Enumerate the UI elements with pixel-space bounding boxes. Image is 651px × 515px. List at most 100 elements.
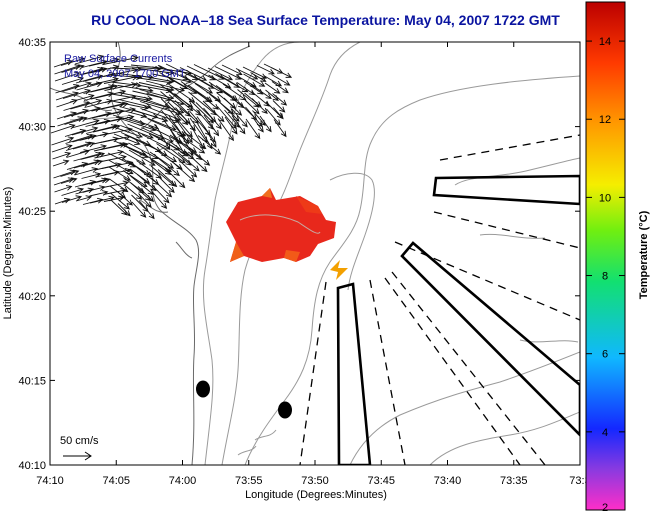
current-vector <box>271 81 289 94</box>
current-vector <box>204 126 217 148</box>
current-vector <box>74 54 105 65</box>
colorbar-tick-label: 6 <box>602 349 608 361</box>
current-vector <box>92 124 121 133</box>
current-vector <box>103 195 125 202</box>
current-vector <box>52 159 70 167</box>
current-vector <box>177 152 200 172</box>
current-vector <box>75 74 104 84</box>
current-vector <box>71 118 100 129</box>
current-vector <box>273 107 284 120</box>
current-vector <box>256 65 275 75</box>
current-vector <box>103 74 139 84</box>
current-vector <box>250 84 272 100</box>
y-tick-label: 40:20 <box>18 291 46 303</box>
current-vector <box>179 67 208 81</box>
current-vector <box>74 167 99 176</box>
current-vector <box>130 175 154 195</box>
current-vector <box>94 149 124 159</box>
current-vector <box>76 81 103 91</box>
current-vector <box>177 140 203 161</box>
current-vector <box>207 67 234 81</box>
current-vector <box>54 197 71 205</box>
x-tick-label: 74:05 <box>102 475 130 487</box>
shipping-lanes-solid <box>336 174 580 465</box>
current-vector <box>252 117 264 133</box>
current-vector <box>73 159 101 169</box>
current-vector <box>79 131 109 141</box>
current-vector <box>55 91 79 101</box>
current-vector <box>61 76 85 85</box>
current-vector <box>100 142 129 150</box>
current-vector <box>101 160 134 169</box>
current-vector <box>145 80 186 93</box>
current-vector <box>102 55 139 65</box>
current-vector <box>160 98 189 126</box>
current-vector <box>224 116 238 135</box>
current-vector <box>270 67 293 78</box>
current-vector <box>98 101 129 110</box>
x-tick-label: 73:50 <box>301 475 329 487</box>
current-vector <box>214 66 242 80</box>
current-vector <box>63 101 91 111</box>
current-vector <box>138 193 152 208</box>
current-vector <box>89 64 120 74</box>
current-vector <box>61 64 85 73</box>
current-vector <box>79 144 107 153</box>
current-vector <box>203 107 222 130</box>
x-axis-label: Longitude (Degrees:Minutes) <box>245 489 387 501</box>
current-vector <box>65 141 92 151</box>
current-vector <box>197 135 222 155</box>
current-vector <box>223 97 243 116</box>
current-vector <box>60 57 86 66</box>
current-vector <box>157 157 180 177</box>
current-vector <box>103 188 127 195</box>
current-vector <box>184 150 208 173</box>
current-vector <box>50 123 76 134</box>
current-vector <box>215 73 241 88</box>
scale-label: 50 cm/s <box>60 435 99 447</box>
current-vector <box>202 100 225 123</box>
current-vector <box>54 185 73 193</box>
colorbar-label: Temperature (°C) <box>638 210 650 299</box>
current-vector <box>82 71 116 82</box>
current-vector <box>102 167 132 176</box>
current-vector <box>136 160 163 179</box>
chart-title: RU COOL NOAA–18 Sea Surface Temperature:… <box>91 12 560 28</box>
current-vector <box>90 89 127 100</box>
current-vector <box>250 72 267 82</box>
current-vector <box>53 59 74 68</box>
colorbar-tick-label: 14 <box>599 36 611 48</box>
current-vector <box>51 136 75 146</box>
scale-arrow <box>63 451 92 461</box>
current-vector <box>245 118 261 140</box>
current-vector <box>175 119 193 144</box>
current-vector <box>51 144 73 153</box>
sst-patch <box>226 188 348 280</box>
current-vector <box>70 98 103 110</box>
colorbar-ticks: 2 4 6 8 10 12 14 <box>586 36 625 514</box>
current-vector <box>243 80 264 95</box>
x-axis: 74:10 74:05 74:00 73:55 73:50 73:45 73:40 73:35… <box>36 42 591 487</box>
current-vector <box>104 82 138 91</box>
current-vector <box>196 109 214 130</box>
current-vector <box>188 91 217 116</box>
colorbar-tick-label: 8 <box>602 271 608 283</box>
y-tick-label: 40:15 <box>18 375 46 387</box>
current-vector <box>170 148 192 166</box>
current-vector <box>56 98 78 108</box>
x-tick-label: 73:55 <box>235 475 263 487</box>
current-vector <box>178 159 198 178</box>
current-vector <box>64 116 88 125</box>
current-vector <box>152 73 193 84</box>
current-vector <box>264 82 281 94</box>
current-vector <box>236 82 256 96</box>
current-vector <box>121 144 149 158</box>
current-vector <box>75 195 93 202</box>
y-tick-label: 40:25 <box>18 206 46 218</box>
y-tick-label: 40:35 <box>18 37 46 49</box>
x-tick-label: 74:00 <box>169 475 197 487</box>
current-vector <box>231 115 246 135</box>
current-vector <box>98 107 137 117</box>
current-vector <box>72 134 97 143</box>
